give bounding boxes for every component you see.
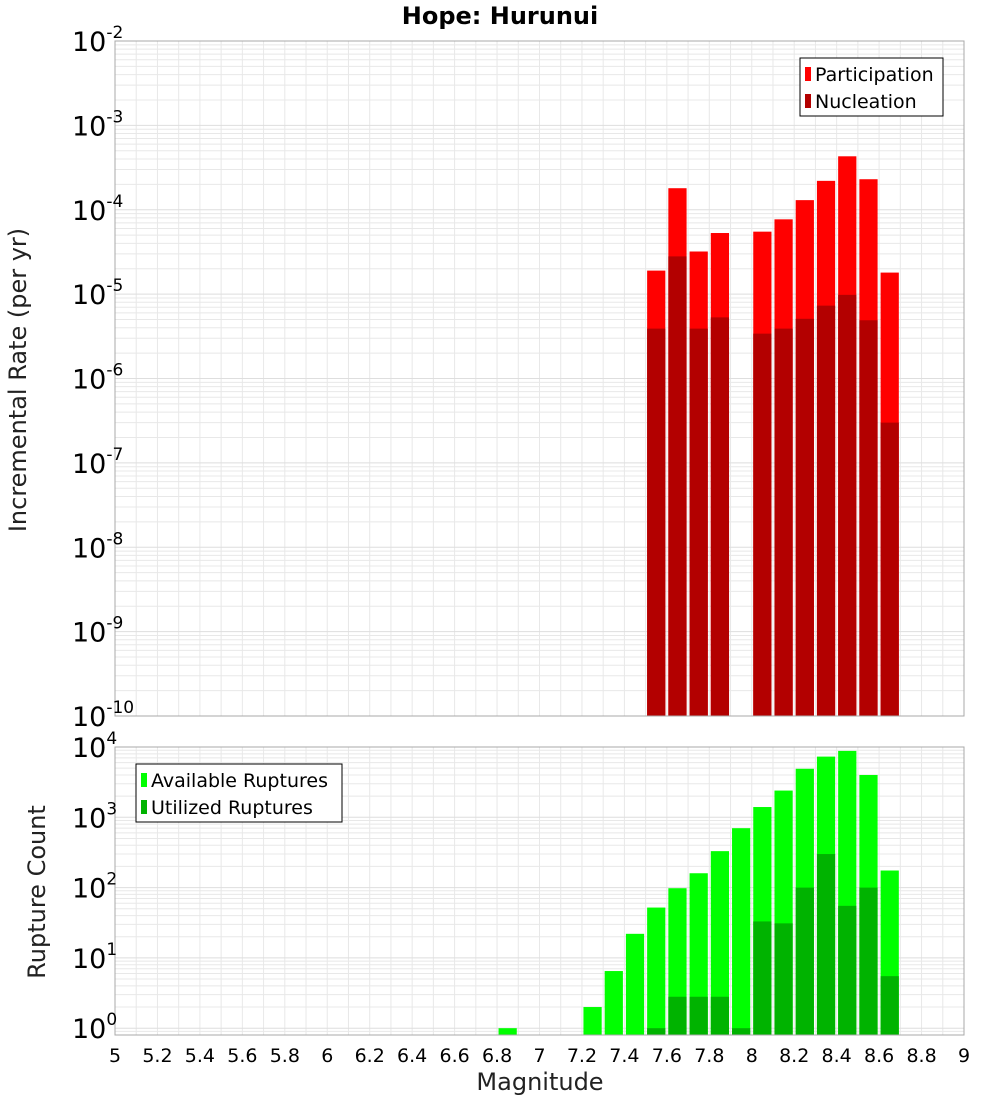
x-tick-label: 8.6 — [864, 1045, 894, 1067]
rate-series-1 — [647, 256, 899, 716]
count-y-ticks: 100 101 102 103 104 — [72, 729, 117, 1045]
count-bar — [732, 828, 751, 1035]
rate-bar — [838, 294, 857, 716]
count-x-ticks: 5 5.2 5.4 5.6 5.8 6 6.2 6.4 6.6 6.8 7 7.2 7.4 7.6 7.8 8… — [109, 1045, 970, 1067]
rate-y-tick-label: 10-8 — [72, 529, 123, 564]
rate-y-tick-label: 10-3 — [72, 107, 123, 142]
rate-y-tick-label: 10-7 — [72, 445, 123, 480]
x-tick-label: 6.2 — [355, 1045, 385, 1067]
count-bar — [710, 851, 730, 1035]
x-tick-label: 5.4 — [185, 1045, 215, 1067]
rate-bar — [774, 328, 793, 716]
count-y-tick-label: 103 — [72, 799, 117, 834]
x-tick-label: 5 — [109, 1045, 121, 1067]
count-bar — [604, 971, 623, 1035]
count-bar — [880, 976, 899, 1035]
count-bar — [668, 996, 687, 1035]
count-bar — [774, 923, 793, 1035]
bottom-y-axis-label: Rupture Count — [23, 805, 51, 979]
count-legend-swatch — [141, 773, 147, 787]
count-bar — [647, 907, 666, 1035]
count-bar — [647, 1028, 666, 1035]
x-axis-label: Magnitude — [476, 1068, 603, 1096]
x-tick-label: 6.4 — [397, 1045, 427, 1067]
rate-plot-frame — [114, 40, 965, 717]
count-bar — [816, 854, 836, 1035]
count-legend: Available Ruptures Utilized Ruptures — [135, 763, 343, 823]
rate-legend: Participation Nucleation — [799, 57, 944, 117]
rate-y-tick-label: 10-9 — [72, 614, 123, 649]
count-legend-box — [135, 763, 343, 823]
count-bar — [498, 1028, 517, 1035]
count-y-tick-label: 100 — [72, 1010, 117, 1045]
x-tick-label: 5.8 — [270, 1045, 300, 1067]
rate-bar — [647, 328, 666, 716]
rate-bar — [795, 318, 814, 716]
count-bar — [710, 996, 730, 1035]
rate-legend-label: Nucleation — [815, 91, 917, 113]
rate-legend-label: Participation — [815, 64, 934, 86]
x-tick-label: 5.2 — [142, 1045, 172, 1067]
x-tick-label: 8.8 — [906, 1045, 936, 1067]
x-tick-label: 7.2 — [567, 1045, 597, 1067]
count-bar — [795, 887, 814, 1035]
count-bar — [838, 905, 857, 1035]
count-legend-label: Available Ruptures — [151, 770, 328, 792]
rate-y-tick-label: 10-10 — [72, 698, 134, 733]
x-tick-label: 5.6 — [227, 1045, 257, 1067]
count-bar — [859, 887, 878, 1035]
count-y-tick-label: 104 — [72, 729, 117, 764]
rate-bar — [880, 422, 899, 716]
count-bar — [625, 933, 645, 1035]
rate-legend-swatch — [805, 67, 811, 81]
count-bar — [689, 996, 708, 1035]
count-y-tick-label: 102 — [72, 870, 117, 905]
x-tick-label: 7.8 — [694, 1045, 724, 1067]
rate-y-tick-label: 10-2 — [72, 23, 123, 58]
rate-bar — [816, 305, 836, 716]
count-bar — [732, 1028, 751, 1035]
count-y-tick-label: 101 — [72, 940, 117, 975]
x-tick-label: 7.4 — [609, 1045, 639, 1067]
rate-y-tick-label: 10-5 — [72, 276, 123, 311]
rate-y-ticks: 10-2 10-3 10-4 10-5 10-6 10-7 10-8 10-9 10-10 — [72, 23, 134, 733]
rate-legend-swatch — [805, 94, 811, 108]
rate-bar — [689, 328, 708, 716]
rate-bar — [710, 317, 730, 716]
rate-legend-box — [799, 57, 944, 117]
top-y-axis-label: Incremental Rate (per yr) — [4, 228, 32, 532]
rate-y-tick-label: 10-4 — [72, 192, 123, 227]
x-tick-label: 7.6 — [652, 1045, 682, 1067]
x-tick-label: 6 — [321, 1045, 333, 1067]
count-series-1 — [647, 854, 899, 1035]
rate-bar — [859, 320, 878, 716]
rate-bar — [753, 333, 772, 716]
x-tick-label: 8.2 — [779, 1045, 809, 1067]
rupture-count-panel: 100 101 102 103 104 5 5.2 5.4 5.6 5.8 6 6.2 6.4 6.6 6.… — [72, 729, 970, 1067]
rate-y-tick-label: 10-6 — [72, 361, 123, 396]
count-bar — [689, 873, 708, 1035]
chart-title: Hope: Hurunui — [402, 2, 598, 30]
rate-grid — [114, 40, 965, 717]
rate-panel: 10-2 10-3 10-4 10-5 10-6 10-7 10-8 10-9 10-10 Par… — [72, 23, 965, 733]
count-legend-label: Utilized Ruptures — [151, 797, 313, 819]
x-tick-label: 6.6 — [439, 1045, 469, 1067]
count-bar — [583, 1007, 602, 1035]
x-tick-label: 7 — [533, 1045, 545, 1067]
x-tick-label: 6.8 — [482, 1045, 512, 1067]
x-tick-label: 8.4 — [822, 1045, 852, 1067]
count-bar — [753, 921, 772, 1035]
x-tick-label: 9 — [958, 1045, 970, 1067]
rate-bar — [668, 256, 687, 716]
count-legend-swatch — [141, 800, 147, 814]
count-plot-frame — [114, 746, 965, 1036]
x-tick-label: 8 — [746, 1045, 758, 1067]
